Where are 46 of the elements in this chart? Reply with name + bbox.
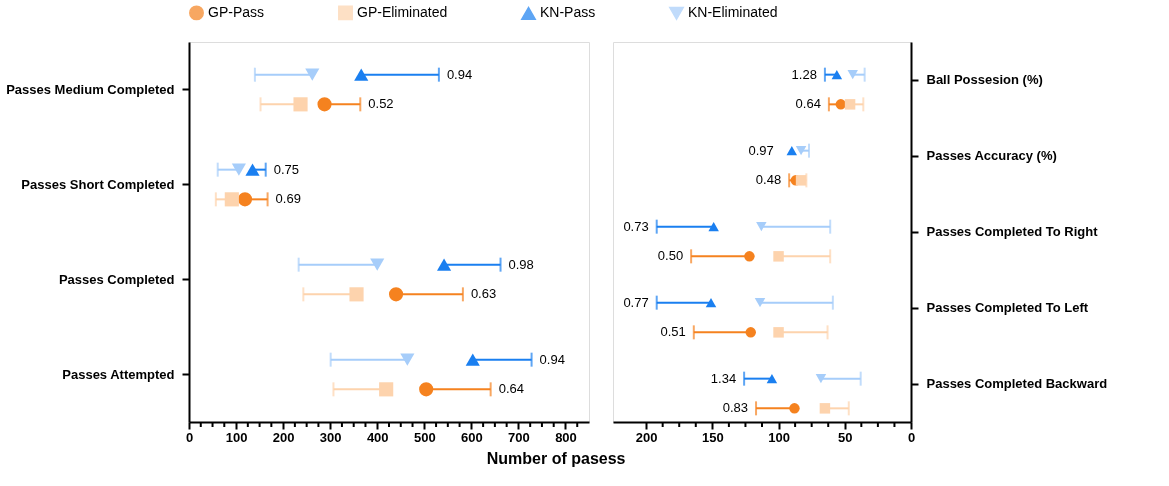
y-tick-label: Passes Short Completed [21,176,175,192]
x-tick-label: 700 [508,429,530,445]
y-tick-label: Passes Attempted [62,366,175,382]
annotation: 1.28 [791,66,817,82]
annotation: 0.98 [508,256,534,272]
annotation: 0.64 [795,96,821,112]
annotation: 0.69 [275,191,301,207]
y-tick-label: Passes Completed To Left [926,300,1089,315]
annotation: 0.50 [657,248,684,264]
annotation: 0.75 [273,161,300,177]
x-tick-label: 500 [413,429,436,445]
annotation: 0.64 [498,381,524,397]
y-tick-label: Passes Accuracy (%) [926,148,1057,163]
annotation: 0.63 [470,286,497,302]
x-tick-label: 0 [185,429,194,445]
annotation: 0.52 [368,96,394,112]
x-tick-label: 800 [555,429,577,445]
y-tick-label: Passes Medium Completed [6,81,175,97]
x-axis-title: Number of pasess [486,449,626,467]
y-tick-label: Passes Completed Backward [926,376,1108,391]
x-tick-label: 600 [461,429,483,445]
x-tick-label: 150 [701,429,724,445]
legend-label: GP-Pass [208,3,265,20]
annotation: 0.97 [748,142,774,158]
x-tick-label: 100 [225,429,248,445]
annotation: 0.48 [755,172,782,188]
y-tick-label: Passes Completed [58,271,175,287]
y-tick-label: Passes Completed To Right [926,224,1099,239]
y-tick-label: Ball Possesion (%) [926,72,1043,87]
legend-label: GP-Eliminated [357,3,448,20]
legend-label: KN-Eliminated [688,4,778,21]
annotation: 0.83 [722,400,749,416]
annotation: 0.51 [660,324,686,340]
annotation: 0.73 [623,218,649,234]
legend-label: KN-Pass [540,4,596,21]
annotation: 0.77 [623,294,649,310]
x-tick-label: 0 [907,429,916,445]
x-tick-label: 200 [635,429,658,445]
annotation: 1.34 [710,370,737,386]
x-tick-label: 200 [272,429,295,445]
x-tick-label: 400 [366,429,389,445]
x-tick-label: 100 [768,429,790,445]
x-tick-label: 300 [319,429,342,445]
annotation: 0.94 [446,66,473,82]
x-tick-label: 50 [838,429,853,445]
annotation: 0.94 [539,351,565,367]
